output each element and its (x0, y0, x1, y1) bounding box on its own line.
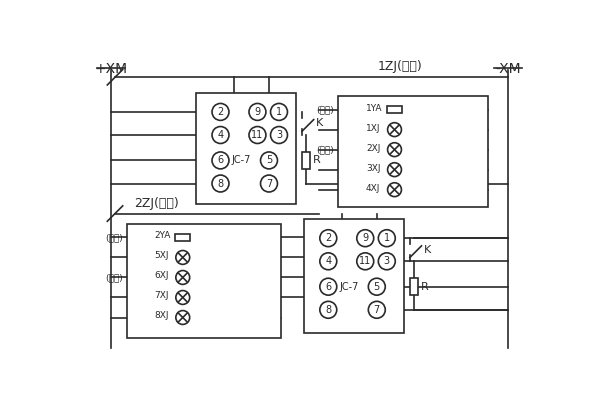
Circle shape (212, 175, 229, 192)
Text: 8XJ: 8XJ (154, 312, 169, 320)
Circle shape (271, 104, 287, 120)
Circle shape (388, 123, 401, 136)
Circle shape (260, 152, 277, 169)
Text: JC-7: JC-7 (231, 155, 251, 165)
Bar (196, 93, 296, 204)
Bar (127, 224, 281, 338)
Text: 4: 4 (325, 256, 331, 266)
Circle shape (368, 278, 385, 295)
Circle shape (249, 126, 266, 144)
Bar (175, 234, 190, 241)
Text: 2XJ: 2XJ (366, 144, 380, 153)
Text: 2: 2 (325, 233, 331, 243)
Bar (302, 152, 310, 169)
Text: 1ZJ(复归): 1ZJ(复归) (377, 60, 422, 74)
Circle shape (249, 104, 266, 120)
Circle shape (357, 253, 374, 270)
Text: +XM: +XM (95, 62, 128, 76)
Text: 3: 3 (276, 130, 282, 140)
Text: 7: 7 (266, 178, 272, 188)
Text: 1XJ: 1XJ (366, 124, 380, 132)
Text: 9: 9 (362, 233, 368, 243)
Circle shape (320, 253, 337, 270)
Text: 9: 9 (254, 107, 260, 117)
Circle shape (379, 253, 395, 270)
Circle shape (388, 183, 401, 197)
Text: (试验): (试验) (317, 105, 334, 114)
Text: 2: 2 (217, 107, 224, 117)
Text: 4: 4 (217, 130, 224, 140)
Circle shape (388, 163, 401, 176)
Text: K: K (424, 245, 431, 255)
Circle shape (388, 143, 401, 156)
Text: 11: 11 (251, 130, 263, 140)
Text: 3XJ: 3XJ (366, 164, 380, 173)
Circle shape (212, 104, 229, 120)
Text: 5XJ: 5XJ (154, 252, 169, 260)
Circle shape (212, 152, 229, 169)
Bar (387, 106, 402, 114)
Circle shape (320, 301, 337, 318)
Circle shape (176, 250, 190, 264)
Text: R: R (313, 156, 320, 166)
Circle shape (379, 230, 395, 247)
Text: 8: 8 (325, 305, 331, 315)
Circle shape (176, 290, 190, 304)
Text: R: R (421, 282, 428, 292)
Text: 4XJ: 4XJ (366, 184, 380, 193)
Text: 7XJ: 7XJ (154, 292, 169, 300)
Text: 7: 7 (374, 305, 380, 315)
Text: 6XJ: 6XJ (154, 272, 169, 280)
Circle shape (271, 126, 287, 144)
Circle shape (176, 270, 190, 284)
Circle shape (176, 310, 190, 324)
Text: (启动): (启动) (317, 145, 334, 154)
Text: -XM: -XM (495, 62, 521, 76)
Circle shape (320, 230, 337, 247)
Text: 6: 6 (217, 156, 224, 166)
Text: 8: 8 (217, 178, 224, 188)
Text: 1YA: 1YA (366, 104, 383, 112)
Circle shape (212, 126, 229, 144)
Circle shape (320, 278, 337, 295)
Text: JC-7: JC-7 (339, 282, 358, 292)
Bar (338, 96, 488, 207)
Bar (410, 278, 418, 295)
Circle shape (368, 301, 385, 318)
Text: 1: 1 (276, 107, 282, 117)
Bar (304, 219, 404, 333)
Circle shape (357, 230, 374, 247)
Text: (试验): (试验) (105, 233, 123, 242)
Text: 5: 5 (374, 282, 380, 292)
Text: 5: 5 (266, 156, 272, 166)
Text: 3: 3 (384, 256, 390, 266)
Circle shape (260, 175, 277, 192)
Text: 1: 1 (384, 233, 390, 243)
Text: K: K (316, 118, 323, 128)
Text: 2YA: 2YA (154, 231, 170, 240)
Text: 2ZJ(复归): 2ZJ(复归) (134, 197, 179, 210)
Text: (启动): (启动) (105, 273, 123, 282)
Text: 6: 6 (325, 282, 331, 292)
Text: 11: 11 (359, 256, 371, 266)
